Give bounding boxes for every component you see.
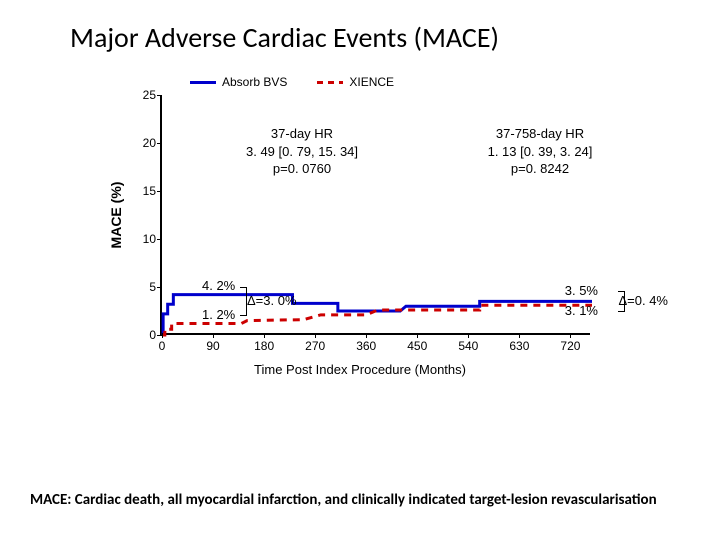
x-tick: 360 xyxy=(356,339,376,353)
page-title: Major Adverse Cardiac Events (MACE) xyxy=(30,20,690,55)
x-tick: 540 xyxy=(458,339,478,353)
legend-label-xience: XIENCE xyxy=(349,75,394,89)
y-tick: 5 xyxy=(132,280,156,294)
y-tick-mark xyxy=(157,95,162,96)
annot-right-line3: p=0. 8242 xyxy=(460,160,620,178)
x-tick: 0 xyxy=(159,339,166,353)
legend-item-absorb: Absorb BVS xyxy=(190,75,287,89)
x-tick: 720 xyxy=(560,339,580,353)
plot-area: 37-day HR 3. 49 [0. 79, 15. 34] p=0. 076… xyxy=(160,95,590,335)
annot-right-line1: 37-758-day HR xyxy=(460,125,620,143)
annot-right-line2: 1. 13 [0. 39, 3. 24] xyxy=(460,143,620,161)
y-tick: 15 xyxy=(132,184,156,198)
legend-label-absorb: Absorb BVS xyxy=(222,75,287,89)
x-tick: 90 xyxy=(206,339,219,353)
x-tick-mark xyxy=(315,333,316,338)
y-tick: 10 xyxy=(132,232,156,246)
legend-item-xience: XIENCE xyxy=(317,75,394,89)
annot-left-line1: 37-day HR xyxy=(222,125,382,143)
annot-left-line2: 3. 49 [0. 79, 15. 34] xyxy=(222,143,382,161)
value-label-right-bot: 3. 1% xyxy=(565,303,598,318)
bracket-left xyxy=(241,287,247,316)
legend-swatch-xience xyxy=(317,81,343,84)
legend-swatch-absorb xyxy=(190,81,216,84)
value-label-left-bot: 1. 2% xyxy=(202,307,235,322)
legend: Absorb BVS XIENCE xyxy=(190,75,394,89)
annot-left-line3: p=0. 0760 xyxy=(222,160,382,178)
x-tick-mark xyxy=(519,333,520,338)
x-tick-mark xyxy=(162,333,163,338)
y-tick: 0 xyxy=(132,328,156,342)
annotation-758day: 37-758-day HR 1. 13 [0. 39, 3. 24] p=0. … xyxy=(460,125,620,178)
x-tick-mark xyxy=(264,333,265,338)
x-tick-mark xyxy=(570,333,571,338)
x-tick-mark xyxy=(417,333,418,338)
x-tick-mark xyxy=(366,333,367,338)
x-tick: 450 xyxy=(407,339,427,353)
x-tick: 180 xyxy=(254,339,274,353)
y-tick: 20 xyxy=(132,136,156,150)
delta-right: Δ=0. 4% xyxy=(618,293,668,308)
y-axis-label: MACE (%) xyxy=(108,182,124,249)
y-tick-mark xyxy=(157,143,162,144)
x-axis-label: Time Post Index Procedure (Months) xyxy=(90,362,630,377)
footnote: MACE: Cardiac death, all myocardial infa… xyxy=(30,491,660,511)
y-tick-mark xyxy=(157,287,162,288)
delta-left: Δ=3. 0% xyxy=(247,293,297,308)
value-label-left-top: 4. 2% xyxy=(202,278,235,293)
x-tick-mark xyxy=(468,333,469,338)
bracket-right xyxy=(619,291,625,312)
mace-chart: Absorb BVS XIENCE 37-day HR 3. 49 [0. 79… xyxy=(90,75,630,395)
annotation-37day: 37-day HR 3. 49 [0. 79, 15. 34] p=0. 076… xyxy=(222,125,382,178)
x-tick-mark xyxy=(213,333,214,338)
y-tick: 25 xyxy=(132,88,156,102)
slide: Major Adverse Cardiac Events (MACE) Abso… xyxy=(0,0,720,540)
y-tick-mark xyxy=(157,191,162,192)
x-tick: 270 xyxy=(305,339,325,353)
x-tick: 630 xyxy=(509,339,529,353)
value-label-right-top: 3. 5% xyxy=(565,283,598,298)
y-tick-mark xyxy=(157,239,162,240)
